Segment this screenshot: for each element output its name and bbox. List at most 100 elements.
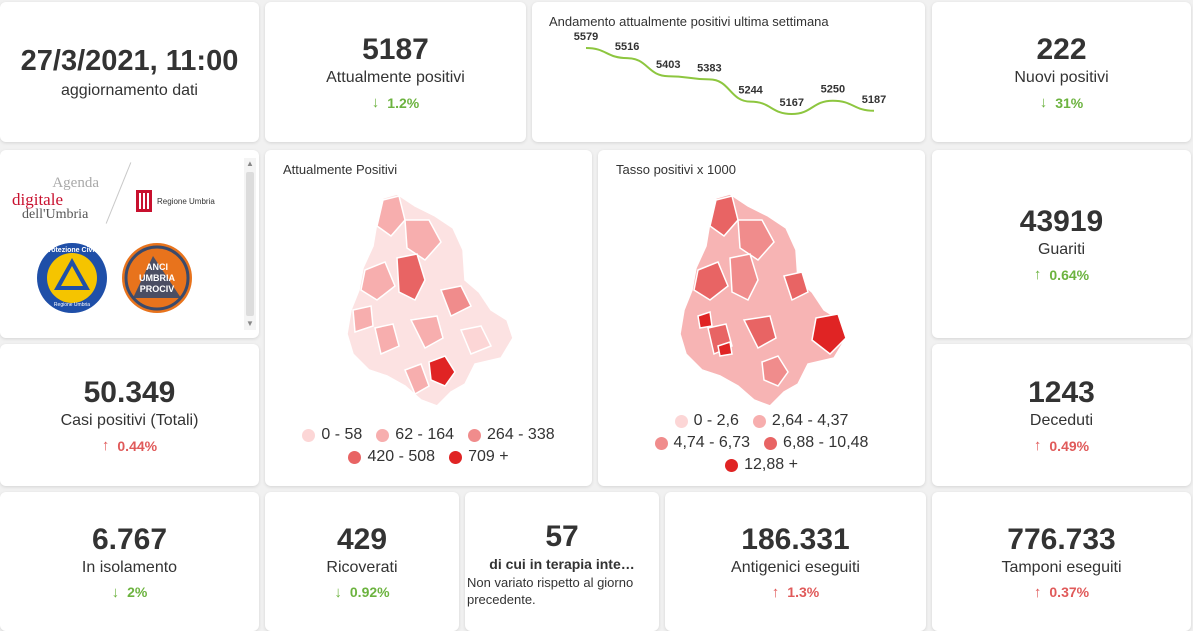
map1-legend: 0 - 58 62 - 164 264 - 338 420 - 508 709 +: [265, 426, 592, 466]
kpi-label: Attualmente positivi: [326, 69, 465, 86]
legend-label: 0 - 58: [321, 426, 363, 443]
legend-swatch: [654, 436, 668, 450]
umbria-map-tasso[interactable]: [598, 150, 925, 486]
kpi-trend-value: 31%: [1055, 94, 1084, 111]
kpi-value: 6.767: [91, 522, 168, 556]
legend-label: 2,64 - 4,37: [771, 412, 849, 429]
arrow-down-icon: ↓: [1039, 94, 1048, 111]
legend-item: 6,88 - 10,48: [764, 434, 868, 452]
trend-line-chart: 5579 5516 5403 5383 5244 5167 5250 5187: [574, 31, 886, 116]
kpi-label: Deceduti: [1029, 412, 1094, 429]
legend-swatch: [302, 428, 316, 442]
trend-data-label: 5187: [862, 94, 886, 106]
kpi-trend-value: 0.37%: [1049, 584, 1090, 600]
regione-umbria-emblem-icon: [136, 190, 152, 212]
scroll-down-icon[interactable]: ▼: [246, 319, 254, 328]
arrow-up-icon: ↑: [1033, 583, 1042, 601]
map2-legend: 0 - 2,6 2,64 - 4,37 4,74 - 6,73 6,88 - 10,4…: [598, 412, 925, 474]
kpi-guariti: 43919 Guariti ↑ 0.64%: [932, 150, 1191, 338]
map-attualmente-positivi-card: Attualmente Positivi 0 - 58 62 - 164 264 -…: [265, 150, 592, 486]
kpi-label: Guariti: [1037, 241, 1086, 258]
kpi-label: Tamponi eseguiti: [1001, 558, 1122, 576]
kpi-trend: ↓ 0.92%: [334, 584, 389, 601]
trend-chart-card: Andamento attualmente positivi ultima se…: [532, 2, 925, 142]
legend-item: 709 +: [449, 448, 509, 466]
agenda-digitale-logo: Agenda digitale dell'Umbria: [12, 175, 99, 222]
legend-label: 420 - 508: [367, 448, 436, 465]
trend-data-label: 5579: [574, 31, 598, 43]
legend-swatch: [752, 414, 766, 428]
logos-card[interactable]: Agenda digitale dell'Umbria Regione Umbr…: [0, 150, 259, 338]
legend-item: 264 - 338: [468, 426, 555, 444]
kpi-trend: ↑ 1.3%: [772, 584, 819, 601]
kpi-value: 5187: [362, 33, 429, 66]
arrow-up-icon: ↑: [1033, 266, 1042, 283]
map2-title: Tasso positivi x 1000: [616, 162, 736, 177]
kpi-value: 429: [336, 522, 388, 556]
kpi-label: Antigenici eseguiti: [731, 558, 860, 576]
chart-title: Andamento attualmente positivi ultima se…: [549, 14, 829, 29]
kpi-value: 776.733: [1007, 522, 1116, 556]
kpi-trend: ↓ 2%: [112, 584, 148, 601]
kpi-trend-value: 0.49%: [1049, 437, 1090, 454]
kpi-trend-value: 2%: [127, 584, 148, 600]
trend-data-label: 5244: [738, 85, 763, 97]
kpi-trend: ↓ 31%: [1040, 94, 1084, 111]
umbria-map-attualmente[interactable]: [265, 150, 592, 486]
kpi-terapia-intensiva: 57 di cui in terapia inte… Non variato r…: [465, 492, 659, 631]
regione-umbria-logo: Regione Umbria: [136, 190, 215, 212]
map-tasso-positivi-card: Tasso positivi x 1000 0 - 2,6 2,64 - 4,37…: [598, 150, 925, 486]
kpi-deceduti: 1243 Deceduti ↑ 0.49%: [932, 344, 1191, 486]
legend-item: 12,88 +: [725, 456, 798, 474]
arrow-up-icon: ↑: [1033, 437, 1042, 454]
trend-data-label: 5383: [697, 62, 721, 74]
kpi-trend-value: 1.2%: [387, 94, 420, 111]
kpi-label: Nuovi positivi: [1014, 69, 1109, 86]
kpi-antigenici-eseguiti: 186.331 Antigenici eseguiti ↑ 1.3%: [665, 492, 926, 631]
kpi-nuovi-positivi: 222 Nuovi positivi ↓ 31%: [932, 2, 1191, 142]
update-label: aggiornamento dati: [61, 81, 198, 99]
logo-divider: [105, 162, 132, 224]
legend-label: 264 - 338: [487, 426, 555, 443]
map1-title: Attualmente Positivi: [283, 162, 398, 177]
arrow-down-icon: ↓: [334, 583, 342, 601]
kpi-tamponi-eseguiti: 776.733 Tamponi eseguiti ↑ 0.37%: [932, 492, 1191, 631]
kpi-trend: ↓ 1.2%: [372, 94, 419, 111]
legend-label: 709 +: [468, 448, 509, 465]
kpi-label: Ricoverati: [326, 558, 398, 576]
kpi-value: 50.349: [83, 376, 176, 409]
kpi-trend-value: 0.44%: [117, 437, 158, 454]
legend-swatch: [764, 436, 778, 450]
logos-scrollbar[interactable]: ▲ ▼: [244, 158, 256, 330]
kpi-casi-positivi-totali: 50.349 Casi positivi (Totali) ↑ 0.44%: [0, 344, 259, 486]
kpi-note: Non variato rispetto al giorno precedent…: [467, 575, 634, 607]
kpi-trend-value: 1.3%: [787, 584, 820, 600]
legend-label: 0 - 2,6: [693, 412, 739, 429]
update-datetime: 27/3/2021, 11:00: [20, 44, 239, 77]
legend-swatch: [468, 428, 482, 442]
legend-item: 62 - 164: [376, 426, 454, 444]
legend-swatch: [725, 458, 739, 472]
kpi-trend: ↑ 0.37%: [1034, 584, 1089, 601]
trend-data-label: 5250: [821, 84, 845, 96]
arrow-down-icon: ↓: [111, 583, 120, 601]
anci-umbria-prociv-logo: ANCI UMBRIA PROCIV: [121, 242, 193, 319]
kpi-label: di cui in terapia inte…: [489, 556, 635, 572]
legend-swatch: [348, 450, 362, 464]
kpi-label: Casi positivi (Totali): [60, 412, 199, 429]
kpi-value: 1243: [1028, 376, 1095, 409]
legend-item: 0 - 58: [302, 426, 362, 444]
legend-label: 4,74 - 6,73: [673, 434, 751, 451]
kpi-in-isolamento: 6.767 In isolamento ↓ 2%: [0, 492, 259, 631]
scroll-up-icon[interactable]: ▲: [246, 159, 254, 168]
legend-item: 4,74 - 6,73: [654, 434, 751, 452]
legend-label: 6,88 - 10,48: [783, 434, 869, 451]
trend-data-label: 5403: [656, 59, 680, 71]
kpi-trend: ↑ 0.64%: [1034, 266, 1089, 283]
scroll-thumb[interactable]: [246, 172, 254, 316]
legend-item: 2,64 - 4,37: [752, 412, 849, 430]
kpi-value: 186.331: [741, 522, 850, 556]
kpi-attualmente-positivi: 5187 Attualmente positivi ↓ 1.2%: [265, 2, 526, 142]
kpi-trend-value: 0.64%: [1049, 266, 1090, 283]
kpi-value: 43919: [1019, 205, 1104, 238]
